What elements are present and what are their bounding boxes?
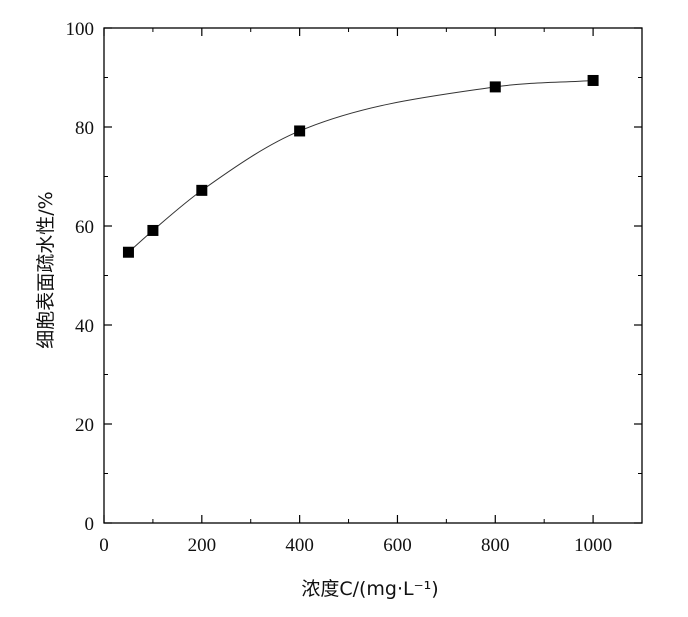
- y-tick-label: 0: [85, 514, 95, 535]
- plot-border: [103, 27, 643, 524]
- x-tick-label: 400: [285, 535, 314, 556]
- data-points: [122, 74, 599, 258]
- y-axis-title: 细胞表面疏水性/%: [35, 191, 57, 348]
- x-tick-label: 1000: [574, 535, 612, 556]
- y-tick-labels: 0 20 40 60 80 100: [66, 19, 95, 535]
- y-tick-label: 60: [75, 217, 94, 238]
- plot-frame: [103, 27, 643, 524]
- data-point: [587, 74, 599, 86]
- y-tick-label: 80: [75, 118, 94, 139]
- x-tick-label: 800: [481, 535, 510, 556]
- data-point: [122, 246, 134, 258]
- data-point: [489, 81, 501, 93]
- y-tick-label: 100: [66, 19, 95, 40]
- fit-curve: [128, 79, 594, 253]
- data-point: [294, 125, 306, 137]
- axis-ticks: [103, 27, 642, 524]
- x-axis-title: 浓度C/(mg·L⁻¹): [301, 578, 438, 600]
- x-tick-label: 0: [99, 535, 109, 556]
- x-tick-label: 200: [188, 535, 217, 556]
- x-tick-label: 600: [383, 535, 412, 556]
- x-tick-labels: 0 200 400 600 800 1000: [99, 535, 612, 556]
- data-point: [147, 224, 159, 236]
- data-point: [196, 184, 208, 196]
- y-tick-label: 20: [75, 415, 94, 436]
- y-tick-label: 40: [75, 316, 94, 337]
